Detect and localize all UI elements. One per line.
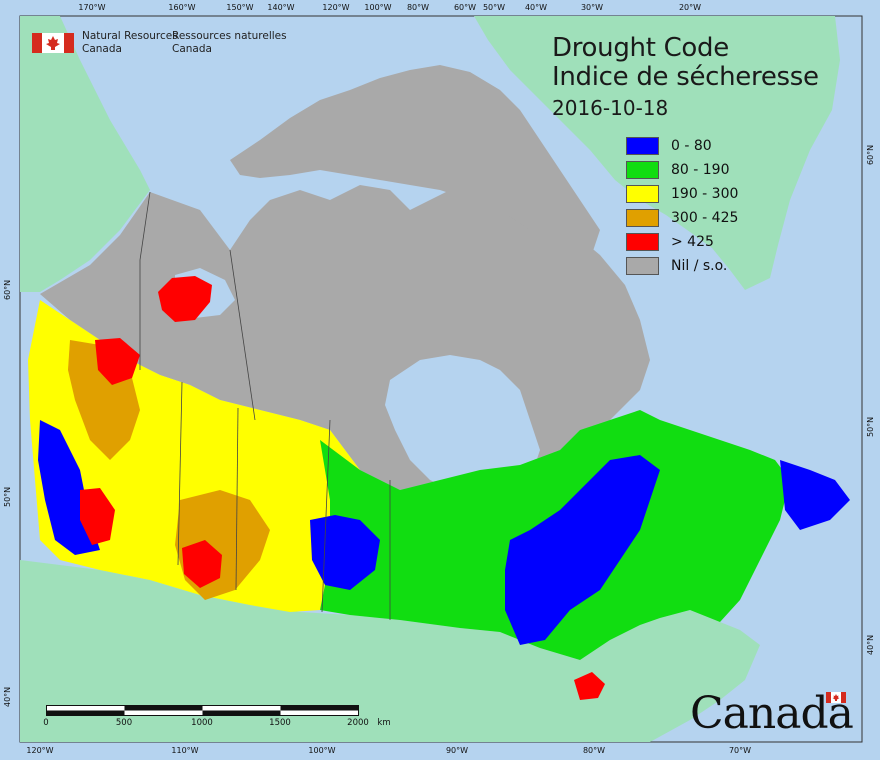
scale-tick-label: 500 bbox=[115, 718, 133, 728]
graticule-top-label: 150°W bbox=[226, 3, 254, 12]
graticule-bottom-label: 90°W bbox=[445, 746, 469, 755]
legend-item: 190 - 300 bbox=[626, 182, 738, 206]
canada-flag-icon bbox=[32, 33, 74, 53]
scale-unit-label: km bbox=[377, 718, 391, 728]
map-title-block: Drought Code Indice de sécheresse 2016-1… bbox=[552, 34, 819, 122]
scale-tick-label: 0 bbox=[43, 718, 49, 728]
hudson-bay bbox=[385, 355, 540, 500]
legend-label: Nil / s.o. bbox=[671, 258, 728, 274]
graticule-bottom-label: 100°W bbox=[308, 746, 336, 755]
provincial-borders bbox=[139, 191, 391, 620]
scale-bar-graphic bbox=[46, 705, 359, 716]
map-date: 2016-10-18 bbox=[552, 96, 669, 120]
drought-red-nwt bbox=[158, 276, 212, 322]
legend-label: 80 - 190 bbox=[671, 162, 730, 178]
legend: 0 - 80 80 - 190 190 - 300 300 - 425 > 425 Nil… bbox=[626, 134, 738, 278]
legend-item: 300 - 425 bbox=[626, 206, 738, 230]
graticule-left-label: 60°N bbox=[3, 279, 12, 300]
legend-label: 0 - 80 bbox=[671, 138, 712, 154]
graticule-right-label: 50°N bbox=[866, 416, 875, 437]
legend-swatch bbox=[626, 185, 659, 203]
graticule-top-label: 160°W bbox=[168, 3, 196, 12]
drought-red-bc bbox=[95, 338, 140, 385]
wordmark-flag-icon bbox=[826, 692, 846, 703]
alaska-landmass bbox=[20, 16, 150, 292]
drought-red-alberta bbox=[182, 540, 222, 588]
scale-tick-label: 1500 bbox=[269, 718, 291, 728]
drought-blue-east bbox=[505, 455, 660, 645]
agency-name-en: Natural Resources Canada bbox=[82, 30, 178, 55]
graticule-bottom-label: 110°W bbox=[171, 746, 199, 755]
graticule-right-label: 60°N bbox=[866, 144, 875, 165]
legend-label: > 425 bbox=[671, 234, 714, 250]
map-title-en: Drought Code bbox=[552, 33, 729, 63]
graticule-top-label: 170°W bbox=[78, 3, 106, 12]
agency-name-fr: Ressources naturelles Canada bbox=[172, 30, 287, 55]
graticule-top-label: 40°W bbox=[524, 3, 548, 12]
drought-blue-nl bbox=[780, 460, 850, 530]
graticule-top-label: 100°W bbox=[364, 3, 392, 12]
scale-tick-label: 2000 bbox=[347, 718, 369, 728]
graticule-top-label: 60°W bbox=[453, 3, 477, 12]
legend-item: 0 - 80 bbox=[626, 134, 738, 158]
graticule-bottom-label: 120°W bbox=[26, 746, 54, 755]
drought-blue-manitoba bbox=[310, 515, 380, 590]
drought-red-ontario bbox=[574, 672, 605, 700]
graticule-top-label: 140°W bbox=[267, 3, 295, 12]
graticule-top-label: 20°W bbox=[678, 3, 702, 12]
legend-item: Nil / s.o. bbox=[626, 254, 738, 278]
legend-swatch bbox=[626, 209, 659, 227]
legend-swatch bbox=[626, 233, 659, 251]
graticule-bottom-label: 80°W bbox=[582, 746, 606, 755]
legend-label: 190 - 300 bbox=[671, 186, 739, 202]
usa-landmass bbox=[20, 560, 760, 742]
arctic-islands-nil bbox=[230, 65, 600, 260]
graticule-bottom-label: 70°W bbox=[728, 746, 752, 755]
graticule-top-label: 30°W bbox=[580, 3, 604, 12]
graticule-left-label: 40°N bbox=[3, 686, 12, 707]
legend-swatch bbox=[626, 137, 659, 155]
legend-swatch bbox=[626, 161, 659, 179]
legend-item: 80 - 190 bbox=[626, 158, 738, 182]
legend-item: > 425 bbox=[626, 230, 738, 254]
graticule-left-label: 50°N bbox=[3, 486, 12, 507]
scale-bar: 0 500 1000 1500 2000 km bbox=[43, 704, 391, 728]
scale-tick-label: 1000 bbox=[191, 718, 213, 728]
drought-red-bc-south bbox=[80, 488, 115, 545]
graticule-top-label: 50°W bbox=[482, 3, 506, 12]
graticule-top-label: 120°W bbox=[322, 3, 350, 12]
map-title-fr: Indice de sécheresse bbox=[552, 62, 819, 92]
legend-label: 300 - 425 bbox=[671, 210, 739, 226]
graticule-right-label: 40°N bbox=[866, 634, 875, 655]
graticule-top-label: 80°W bbox=[406, 3, 430, 12]
legend-swatch bbox=[626, 257, 659, 275]
